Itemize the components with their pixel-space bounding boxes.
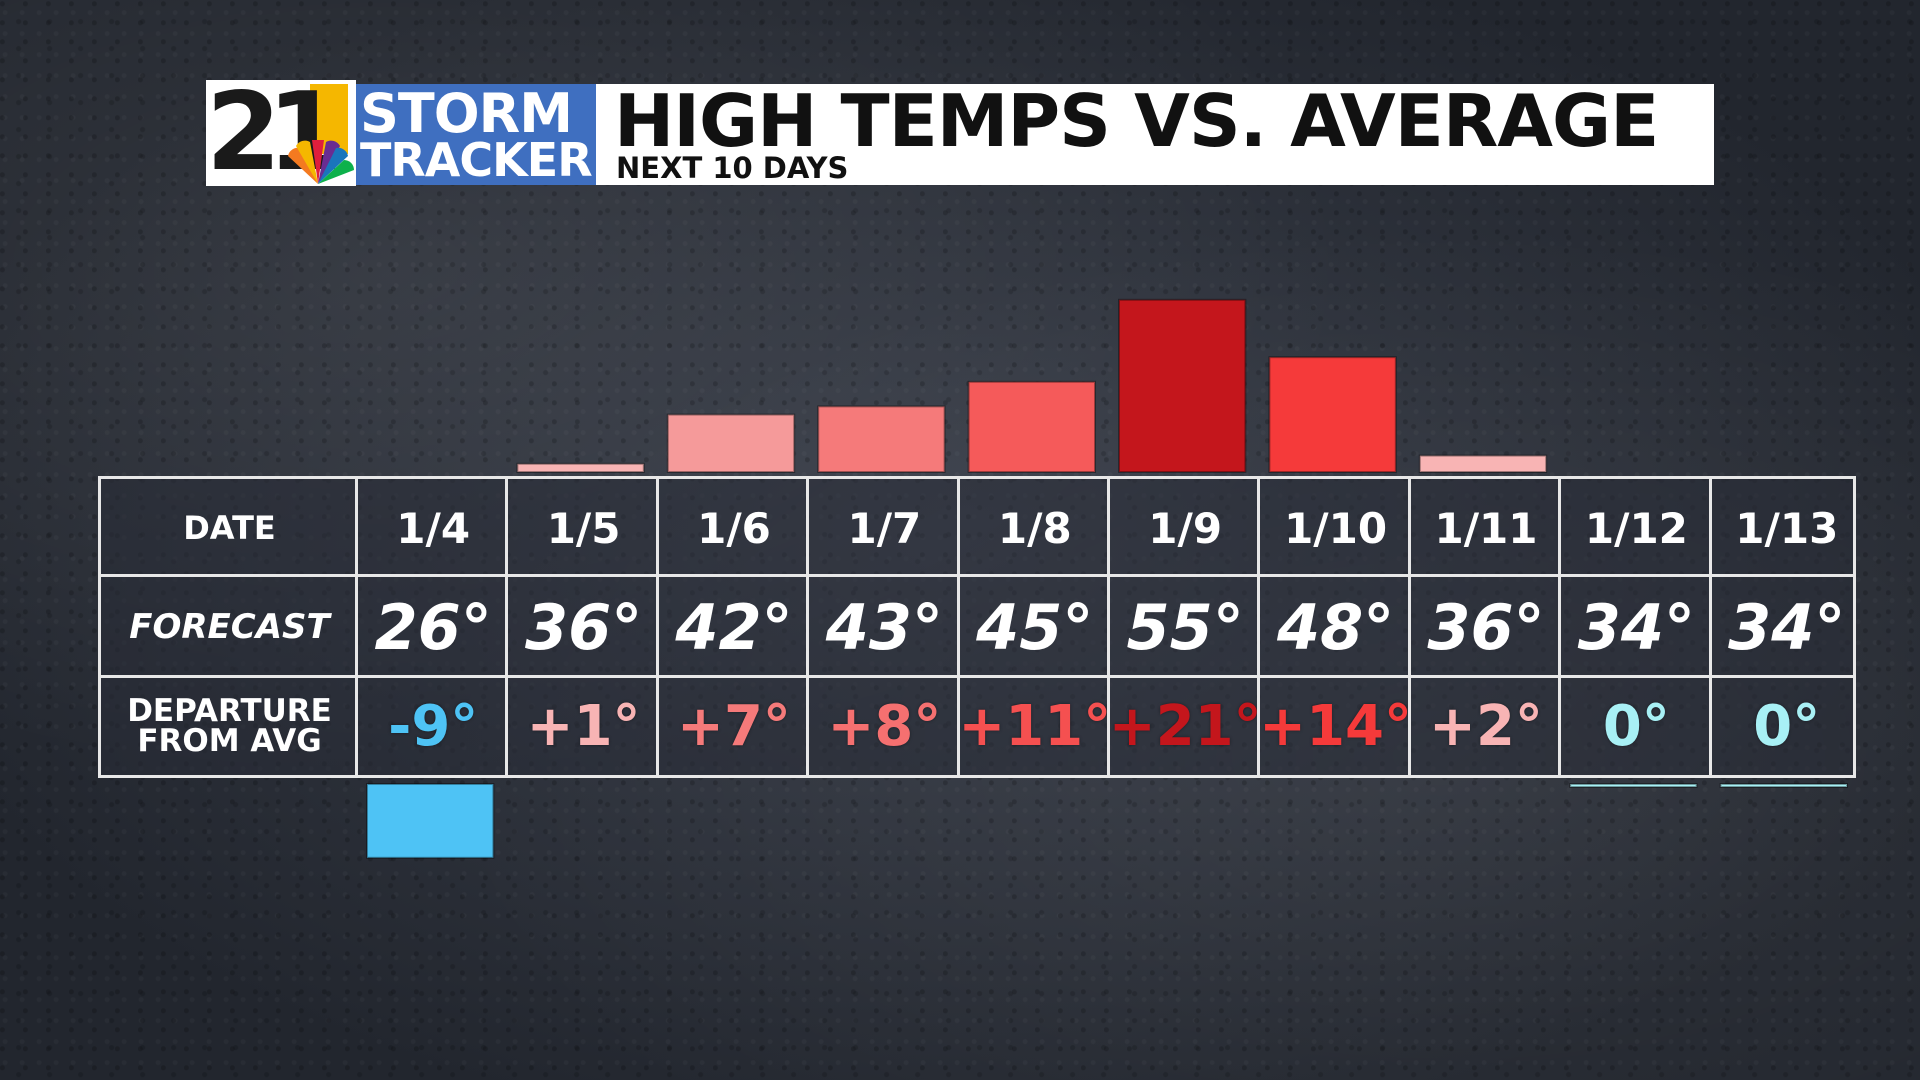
badge-line-1: STORM xyxy=(360,82,573,145)
row-divider xyxy=(101,574,1853,577)
departure-label-line-2: FROM AVG xyxy=(137,723,322,759)
column-divider xyxy=(355,479,358,775)
forecast-row-label: FORECAST xyxy=(129,607,330,647)
date-cell: 1/8 xyxy=(997,503,1072,553)
column-divider xyxy=(1407,479,1411,775)
forecast-temp-cell: 34° xyxy=(1577,590,1696,664)
column-divider xyxy=(1107,479,1110,775)
page-subtitle: NEXT 10 DAYS xyxy=(616,151,849,185)
forecast-temp-cell: 26° xyxy=(374,590,492,664)
page-title: HIGH TEMPS VS. AVERAGE xyxy=(614,79,1659,163)
departure-bar-1-4 xyxy=(366,783,495,859)
forecast-temp-cell: 36° xyxy=(1427,590,1545,664)
departure-cell: +8° xyxy=(827,693,942,759)
departure-bar-1-11 xyxy=(1418,454,1548,474)
date-cell: 1/11 xyxy=(1434,503,1538,553)
forecast-temp-cell: 55° xyxy=(1126,590,1244,664)
column-divider xyxy=(505,479,509,775)
departure-bar-1-5 xyxy=(516,462,645,473)
departure-bar-1-10 xyxy=(1268,356,1397,474)
departure-bar-1-13 xyxy=(1719,783,1848,788)
column-divider xyxy=(655,479,659,775)
departure-cell: +11° xyxy=(958,693,1112,759)
forecast-temp-cell: 36° xyxy=(524,590,643,664)
departure-bar-1-9 xyxy=(1118,298,1247,473)
forecast-temp-cell: 43° xyxy=(825,590,944,664)
date-row-label: DATE xyxy=(183,509,276,547)
departure-row: DEPARTURE FROM AVG -9° +1° +7° +8° +11° +21° +… xyxy=(101,677,1853,775)
date-cell: 1/4 xyxy=(396,503,471,553)
column-divider xyxy=(1558,479,1562,775)
forecast-row: FORECAST 26° 36° 42° 43° 45° 55° 48° 36° 34° 34° xyxy=(101,577,1853,677)
forecast-temp-cell: 45° xyxy=(976,590,1094,664)
date-cell: 1/5 xyxy=(546,503,621,553)
departure-cell: +7° xyxy=(677,693,791,759)
departure-label-line-1: DEPARTURE xyxy=(127,693,332,729)
forecast-temp-cell: 42° xyxy=(675,590,793,664)
peacock-icon xyxy=(288,140,354,184)
departure-bar-1-12 xyxy=(1569,783,1698,788)
departure-cell: +1° xyxy=(526,693,641,759)
departure-cell: 0° xyxy=(1753,693,1821,759)
date-cell: 1/7 xyxy=(847,503,922,553)
departure-cell: +21° xyxy=(1108,693,1262,759)
column-divider xyxy=(806,479,810,775)
date-cell: 1/9 xyxy=(1148,503,1223,553)
forecast-table: DATE 1/4 1/5 1/6 1/7 1/8 1/9 1/10 1/11 1/12 1/13 … xyxy=(98,476,1856,778)
row-divider xyxy=(101,675,1853,678)
departure-cell: +14° xyxy=(1259,693,1413,759)
departure-cell: 0° xyxy=(1602,693,1670,759)
departure-cell: +2° xyxy=(1429,693,1543,759)
date-cell: 1/6 xyxy=(697,503,771,553)
date-cell: 1/10 xyxy=(1284,503,1388,553)
departure-bar-1-8 xyxy=(967,380,1096,473)
column-divider xyxy=(1257,479,1261,775)
column-divider xyxy=(956,479,960,775)
forecast-temp-cell: 34° xyxy=(1728,590,1846,664)
departure-bar-1-6 xyxy=(666,413,796,474)
date-row: DATE 1/4 1/5 1/6 1/7 1/8 1/9 1/10 1/11 1/12 1/13 xyxy=(101,479,1853,577)
forecast-temp-cell: 48° xyxy=(1276,590,1395,664)
departure-bar-1-7 xyxy=(817,405,946,473)
departure-cell: -9° xyxy=(388,693,479,759)
departure-row-label: DEPARTURE FROM AVG xyxy=(101,677,358,775)
column-divider xyxy=(1708,479,1712,775)
date-cell: 1/13 xyxy=(1735,503,1839,553)
badge-line-2: TRACKER xyxy=(360,133,593,187)
storm-tracker-badge: STORM TRACKER xyxy=(356,84,596,185)
date-cell: 1/12 xyxy=(1584,503,1688,553)
